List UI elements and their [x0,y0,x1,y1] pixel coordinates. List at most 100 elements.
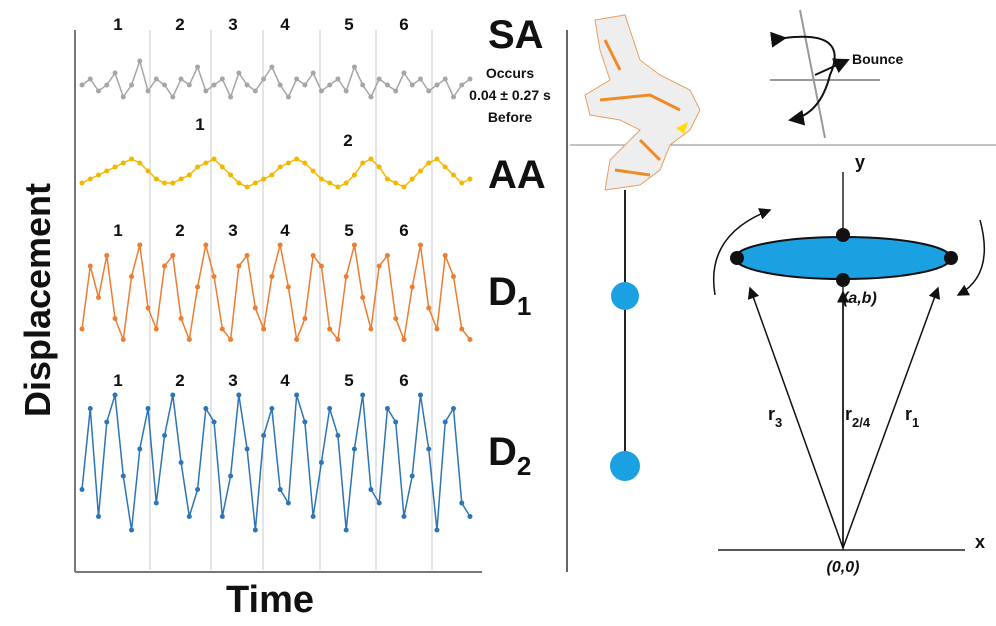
trace-point [302,316,307,321]
trace-point [121,474,126,479]
trace-point [203,89,208,94]
trace-point [344,89,349,94]
trace-point [261,177,266,182]
trace-point [327,83,332,88]
trace-point [319,177,324,182]
trace-point [327,181,332,186]
trace-point [80,487,85,492]
trace-point [170,181,175,186]
trace-point [121,337,126,342]
cycle-label: 1 [113,221,122,240]
point [836,273,850,287]
trace-point [146,89,151,94]
y-axis-label: y [855,152,865,172]
trace-point [104,83,109,88]
cycle-label: 2 [343,131,352,150]
trace-point [245,447,250,452]
trace-point [368,157,373,162]
trace-point [426,306,431,311]
trace-point [220,77,225,82]
page: Time Displacement Bounce y x (a,b) (0,0)… [0,0,996,626]
trace-point [459,181,464,186]
trace-point [236,264,241,269]
trace-point [360,161,365,166]
pendulum-mass [611,282,639,310]
trace-point [96,514,101,519]
trace-point [80,181,85,186]
trace-point [344,528,349,533]
trace-point [418,393,423,398]
trace-point [393,181,398,186]
series-name-main: AA [488,153,546,197]
trace-point [426,89,431,94]
trace-point [286,501,291,506]
trace-point [443,253,448,258]
trace-point [162,181,167,186]
trace-point [344,274,349,279]
bounce-diagram [770,10,880,138]
cycle-label: 5 [344,15,353,34]
y-axis-label: Displacement [17,183,58,417]
trace-point [162,433,167,438]
trace-point [179,77,184,82]
trace-point [228,95,233,100]
trace-point [294,337,299,342]
cycle-label: 6 [399,371,408,390]
trace-point [187,173,192,178]
trace-point [451,95,456,100]
vector-name: r [768,404,775,424]
pendulum-mass [610,451,640,481]
trace-point [195,65,200,70]
trace-point [179,460,184,465]
trace-point [146,306,151,311]
trace-point [352,447,357,452]
trace-point [80,83,85,88]
cycle-label: 1 [113,371,122,390]
cycle-label: 2 [175,221,184,240]
trace-point [88,406,93,411]
trace-point [154,327,159,332]
annotation: Before [488,109,533,125]
cycle-label: 1 [195,115,204,134]
trace [82,245,470,340]
trace [82,61,470,97]
trace-point [236,71,241,76]
trace-point [311,71,316,76]
vector-name: r [845,404,852,424]
trace-point [269,406,274,411]
trace-point [212,420,217,425]
trace-point [426,447,431,452]
trace-point [129,528,134,533]
trace-point [220,327,225,332]
trace-point [113,165,118,170]
trace-point [154,177,159,182]
trace-point [137,59,142,64]
cycle-label: 3 [228,371,237,390]
trace-point [195,487,200,492]
trace-point [434,327,439,332]
trace-point [162,83,167,88]
trace-point [137,161,142,166]
trace-point [113,316,118,321]
trace-point [410,83,415,88]
trace-point [195,285,200,290]
trace-point [104,253,109,258]
trace-point [434,528,439,533]
trace-point [451,173,456,178]
trace-point [170,393,175,398]
trace-point [220,165,225,170]
trace-point [335,77,340,82]
trace-point [327,406,332,411]
trace-point [302,83,307,88]
annotation: 0.04 ± 0.27 s [469,87,551,103]
vector-label: r2/4 [845,404,871,430]
vector-label: r1 [905,404,919,430]
trace-point [154,77,159,82]
cycle-label: 4 [280,15,290,34]
trace-point [278,83,283,88]
trace-point [311,253,316,258]
trace-point [294,157,299,162]
fly-sketch [585,15,700,190]
trace-point [327,327,332,332]
